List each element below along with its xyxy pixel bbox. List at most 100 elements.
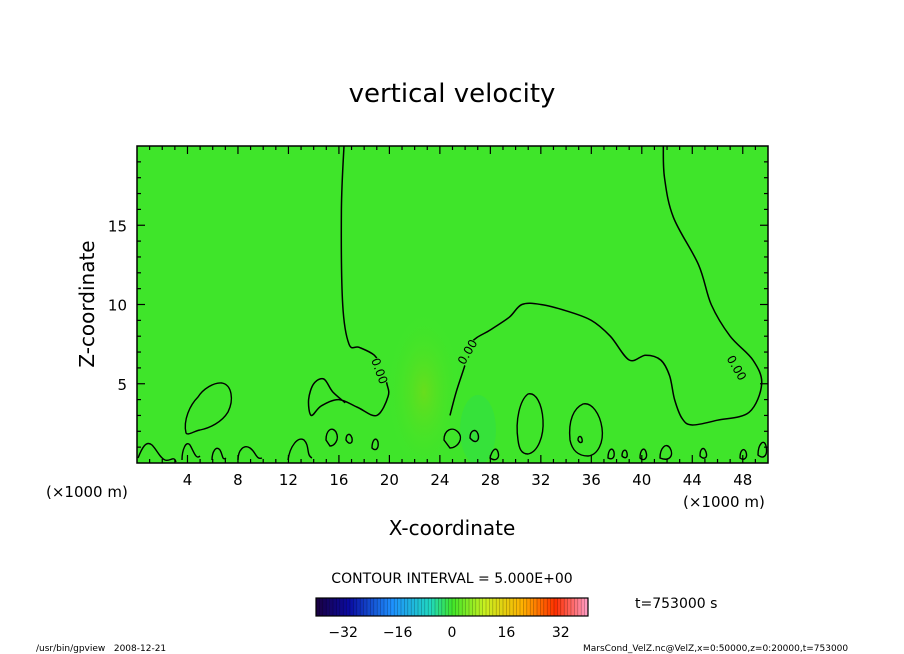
small-cells xyxy=(137,382,768,463)
contour-cell xyxy=(371,438,379,451)
zero-contour-right xyxy=(449,146,763,426)
colorbar-cell xyxy=(428,598,432,616)
colorbar-cell xyxy=(506,598,511,616)
colorbar-cell xyxy=(475,598,480,616)
colorbar-tick-label: 0 xyxy=(448,625,457,641)
colorbar-cell xyxy=(530,598,534,616)
contour-cell xyxy=(577,435,583,444)
x-unit-label-left: (×1000 m) xyxy=(46,483,128,501)
y-tick-label: 10 xyxy=(108,297,127,315)
colorbar-cell xyxy=(353,598,358,616)
colorbar-cell xyxy=(455,598,460,616)
colorbar-cell xyxy=(316,598,320,616)
colorbar-cell xyxy=(411,598,415,616)
colorbar-cell xyxy=(509,598,514,616)
colorbar-cell xyxy=(452,598,456,616)
y-tick-labels: 5 10 15 xyxy=(108,217,127,394)
contour-cell xyxy=(621,449,628,459)
colorbar-cell xyxy=(526,598,531,616)
colorbar-cell xyxy=(363,598,368,616)
colorbar-cell xyxy=(523,598,528,616)
colorbar-cell xyxy=(513,598,517,616)
contour-label-mask xyxy=(724,353,749,383)
colorbar-cell xyxy=(441,598,446,616)
colorbar-cell xyxy=(394,598,398,616)
colorbar-cell xyxy=(384,598,388,616)
colorbar-cell xyxy=(554,598,558,616)
x-tick-label: 48 xyxy=(733,471,752,489)
contour-cell xyxy=(184,382,233,435)
x-tick-label: 12 xyxy=(279,471,298,489)
footer-left: /usr/bin/gpview 2008-12-21 xyxy=(36,644,166,654)
x-tick-label: 32 xyxy=(531,471,550,489)
colorbar-cell xyxy=(584,598,589,616)
contour-cell xyxy=(211,447,227,461)
colorbar-frame xyxy=(315,597,589,617)
x-axis-label: X-coordinate xyxy=(389,516,516,540)
colorbar-cell xyxy=(479,598,483,616)
axis-ticks xyxy=(137,146,768,463)
colorbar-cell xyxy=(537,598,541,616)
colorbar-cell xyxy=(448,598,453,616)
colorbar-cell xyxy=(414,598,419,616)
colorbar-cell xyxy=(418,598,422,616)
contour-cell xyxy=(287,438,313,461)
contour-cell xyxy=(443,428,462,449)
colorbar-cell xyxy=(326,598,330,616)
contour-cell xyxy=(181,443,201,461)
x-tick-labels: 4 8 12 16 20 24 28 32 36 40 44 48 xyxy=(183,471,753,489)
colorbar-cell xyxy=(543,598,548,616)
contour-cell xyxy=(516,393,544,455)
colorbar-cell xyxy=(499,598,504,616)
colorbar-cell xyxy=(462,598,466,616)
colorbar-cell xyxy=(486,598,490,616)
colorbar-cell xyxy=(322,598,327,616)
colorbar-cell xyxy=(557,598,562,616)
colorbar-tick-label: −32 xyxy=(328,625,358,641)
contour-label-mask xyxy=(369,356,390,386)
x-unit-label-right: (×1000 m) xyxy=(683,493,765,511)
colorbar-cell xyxy=(360,598,364,616)
colorbar-cell xyxy=(333,598,337,616)
contour-cell xyxy=(659,444,673,460)
footer-right: MarsCond_VelZ.nc@VelZ,x=0:50000,z=0:2000… xyxy=(583,644,848,654)
colorbar-cell xyxy=(533,598,538,616)
colorbar-cell xyxy=(329,598,334,616)
contour-cell xyxy=(345,433,353,444)
x-tick-label: 36 xyxy=(582,471,601,489)
colorbar-cell xyxy=(435,598,439,616)
colorbar-cell xyxy=(367,598,371,616)
colorbar-cell xyxy=(574,598,579,616)
contour-cell xyxy=(137,442,177,463)
contour-cell xyxy=(325,428,339,447)
plot-area: 0.000.000.00 xyxy=(136,145,769,464)
contour-label-mask xyxy=(455,337,480,367)
colorbar-cell xyxy=(346,598,351,616)
contour-cell xyxy=(489,448,500,461)
colorbar-cell xyxy=(421,598,426,616)
downdraft-shading xyxy=(460,395,496,463)
x-tick-label: 28 xyxy=(481,471,500,489)
colorbar-cell xyxy=(571,598,575,616)
contour-cell xyxy=(237,446,263,461)
colorbar-cell xyxy=(547,598,551,616)
colorbar xyxy=(315,598,589,616)
colorbar-cell xyxy=(377,598,381,616)
colorbar-cell xyxy=(560,598,565,616)
contour-cell xyxy=(699,447,708,459)
colorbar-tick-label: 16 xyxy=(497,625,515,641)
colorbar-cell xyxy=(407,598,412,616)
colorbar-cell xyxy=(458,598,463,616)
contour-interval: CONTOUR INTERVAL = 5.000E+00 xyxy=(331,571,572,587)
x-tick-label: 40 xyxy=(632,471,651,489)
colorbar-cell xyxy=(319,598,324,616)
colorbar-cell xyxy=(465,598,470,616)
colorbar-cell xyxy=(373,598,378,616)
y-tick-label: 15 xyxy=(108,217,127,235)
colorbar-tick-label: −16 xyxy=(383,625,413,641)
colorbar-cell xyxy=(390,598,395,616)
colorbar-cell xyxy=(540,598,545,616)
colorbar-cell xyxy=(350,598,354,616)
colorbar-cell xyxy=(370,598,375,616)
